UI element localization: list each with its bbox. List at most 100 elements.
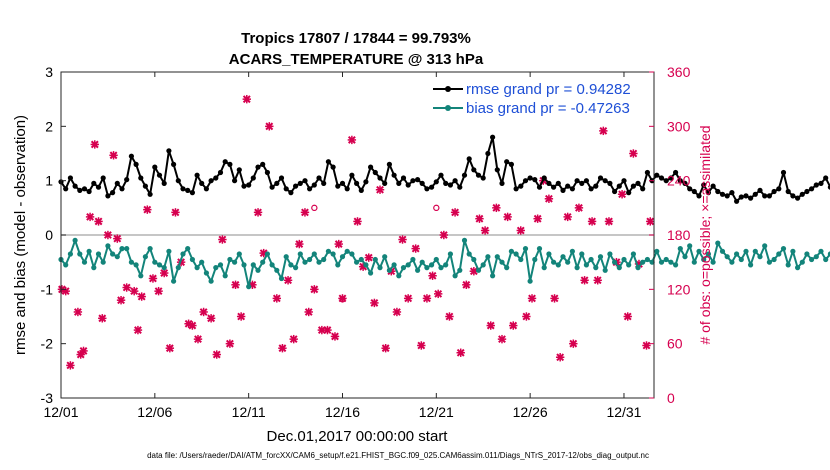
rmse-point <box>513 186 519 192</box>
rmse-point <box>673 169 679 176</box>
assimilated-marker <box>236 312 246 321</box>
bias-point <box>813 254 819 260</box>
possible-marker <box>433 204 440 212</box>
rmse-point <box>785 188 791 195</box>
rmse-point <box>654 172 660 178</box>
y-tick-label: 1 <box>45 173 53 189</box>
bias-point <box>780 246 787 252</box>
bias-point <box>536 246 543 252</box>
assimilated-marker <box>574 203 584 213</box>
assimilated-marker <box>392 307 402 317</box>
rmse-point <box>827 184 830 190</box>
assimilated-marker <box>642 341 651 350</box>
rmse-point <box>344 186 350 192</box>
rmse-point <box>396 180 402 186</box>
rmse-point <box>823 175 829 181</box>
rmse-point <box>382 180 388 186</box>
bias-point <box>152 259 158 265</box>
rmse-point <box>110 190 116 196</box>
bias-point <box>447 251 453 257</box>
rmse-point <box>95 184 102 190</box>
bias-point <box>546 251 552 257</box>
bias-point <box>217 262 224 268</box>
rmse-point <box>147 191 153 197</box>
rmse-point <box>156 172 163 178</box>
rmse-point <box>799 191 805 197</box>
rmse-point <box>658 175 665 181</box>
rmse-point <box>457 184 463 190</box>
bias-point <box>293 265 299 271</box>
bias-point <box>396 273 402 279</box>
bias-point <box>560 254 566 260</box>
bias-point <box>424 265 430 271</box>
bias-point <box>119 246 125 252</box>
assimilated-marker <box>417 341 426 350</box>
bias-point <box>480 262 486 268</box>
rmse-point <box>809 186 815 192</box>
assimilated-marker <box>623 312 632 321</box>
possible-marker <box>339 296 346 303</box>
rmse-point <box>63 186 69 192</box>
assimilated-marker <box>212 350 221 359</box>
assimilated-marker <box>79 346 88 356</box>
bias-point <box>227 256 233 263</box>
rmse-point <box>330 164 336 170</box>
assimilated-marker <box>381 343 390 353</box>
rmse-point <box>724 193 730 199</box>
bias-point <box>762 243 768 249</box>
assimilated-marker <box>527 294 537 303</box>
bias-point <box>410 256 416 263</box>
assimilated-marker <box>398 235 407 244</box>
bias-point <box>513 251 519 257</box>
assimilated-marker <box>171 208 180 217</box>
rmse-point <box>264 169 270 176</box>
rmse-point <box>565 183 571 189</box>
assimilated-marker <box>253 208 263 217</box>
rmse-point <box>766 193 773 199</box>
rmse-point <box>602 178 608 184</box>
rmse-point <box>691 188 697 195</box>
bias-point <box>171 278 177 284</box>
rmse-point <box>452 178 458 184</box>
rmse-point <box>410 178 416 184</box>
rmse-point <box>283 186 289 192</box>
chart-title: Tropics 17807 / 17844 = 99.793% <box>241 30 471 47</box>
rmse-point <box>475 172 482 178</box>
assimilated-marker <box>295 239 304 249</box>
rmse-point <box>124 177 130 183</box>
bias-point <box>593 265 599 271</box>
rmse-point <box>522 178 529 184</box>
bias-point <box>630 251 637 257</box>
rmse-point <box>288 190 294 196</box>
series-lines <box>58 134 830 290</box>
rmse-point <box>91 180 97 186</box>
rmse-point <box>771 188 777 195</box>
bias-point <box>748 262 754 268</box>
assimilated-marker <box>604 217 614 226</box>
rmse-point <box>400 175 407 181</box>
bias-point <box>719 248 726 254</box>
y-tick-label: -3 <box>41 390 54 406</box>
rmse-point <box>719 191 726 197</box>
bias-point <box>532 256 538 263</box>
rmse-point <box>142 183 148 189</box>
rmse-point <box>527 175 533 181</box>
bias-point <box>264 251 270 257</box>
bias-point <box>372 256 378 263</box>
assimilated-marker <box>334 239 343 249</box>
rmse-point <box>189 190 195 196</box>
assimilated-marker <box>66 361 75 370</box>
bias-point <box>363 262 369 268</box>
right-tick-label: 120 <box>667 281 691 297</box>
y-tick-label: -2 <box>41 336 54 352</box>
bias-point <box>382 254 388 260</box>
rmse-point <box>227 161 233 167</box>
bias-point <box>654 248 660 254</box>
bias-point <box>222 273 228 279</box>
bias-point <box>705 251 712 257</box>
bias-point <box>658 259 665 265</box>
bias-point <box>124 246 130 252</box>
bias-point <box>607 251 613 257</box>
rmse-point <box>729 190 735 196</box>
right-tick-label: 60 <box>667 336 683 352</box>
